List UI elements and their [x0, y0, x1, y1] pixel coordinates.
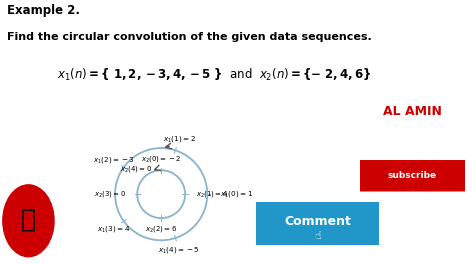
Text: $x_1(2) = -3$: $x_1(2) = -3$ — [93, 155, 135, 165]
Text: $\mathbf{\it{x_1(n)}}$$\mathbf{ = \{\ 1, 2, -3, 4, -5\ \}}$  and  $\mathbf{\it{x: $\mathbf{\it{x_1(n)}}$$\mathbf{ = \{\ 1,… — [57, 66, 372, 83]
FancyBboxPatch shape — [357, 160, 468, 192]
Text: $x_1(0) = 1$: $x_1(0) = 1$ — [219, 189, 253, 199]
Text: Find the circular convolution of the given data sequences.: Find the circular convolution of the giv… — [7, 32, 372, 42]
Text: 👍: 👍 — [21, 207, 36, 231]
Text: $x_1(4) = -5$: $x_1(4) = -5$ — [158, 245, 200, 255]
Text: Example 2.: Example 2. — [7, 4, 80, 17]
Text: AL AMIN: AL AMIN — [383, 105, 442, 118]
Text: $x_2(0) = -2$: $x_2(0) = -2$ — [141, 154, 182, 164]
Text: $x_2(3) = 0$: $x_2(3) = 0$ — [94, 189, 126, 199]
Text: $x_2(2) = 6$: $x_2(2) = 6$ — [145, 224, 177, 234]
FancyBboxPatch shape — [248, 201, 387, 246]
Text: subscribe: subscribe — [388, 171, 437, 180]
Text: ☝: ☝ — [314, 231, 321, 241]
Circle shape — [3, 185, 54, 257]
Text: $x_1(1) = 2$: $x_1(1) = 2$ — [163, 134, 196, 144]
Text: $x_2(4) = 0$: $x_2(4) = 0$ — [120, 164, 152, 174]
Text: $x_1(3) = 4$: $x_1(3) = 4$ — [97, 224, 130, 234]
Text: $x_2(1) = 4$: $x_2(1) = 4$ — [196, 189, 228, 199]
Text: Comment: Comment — [284, 215, 351, 228]
